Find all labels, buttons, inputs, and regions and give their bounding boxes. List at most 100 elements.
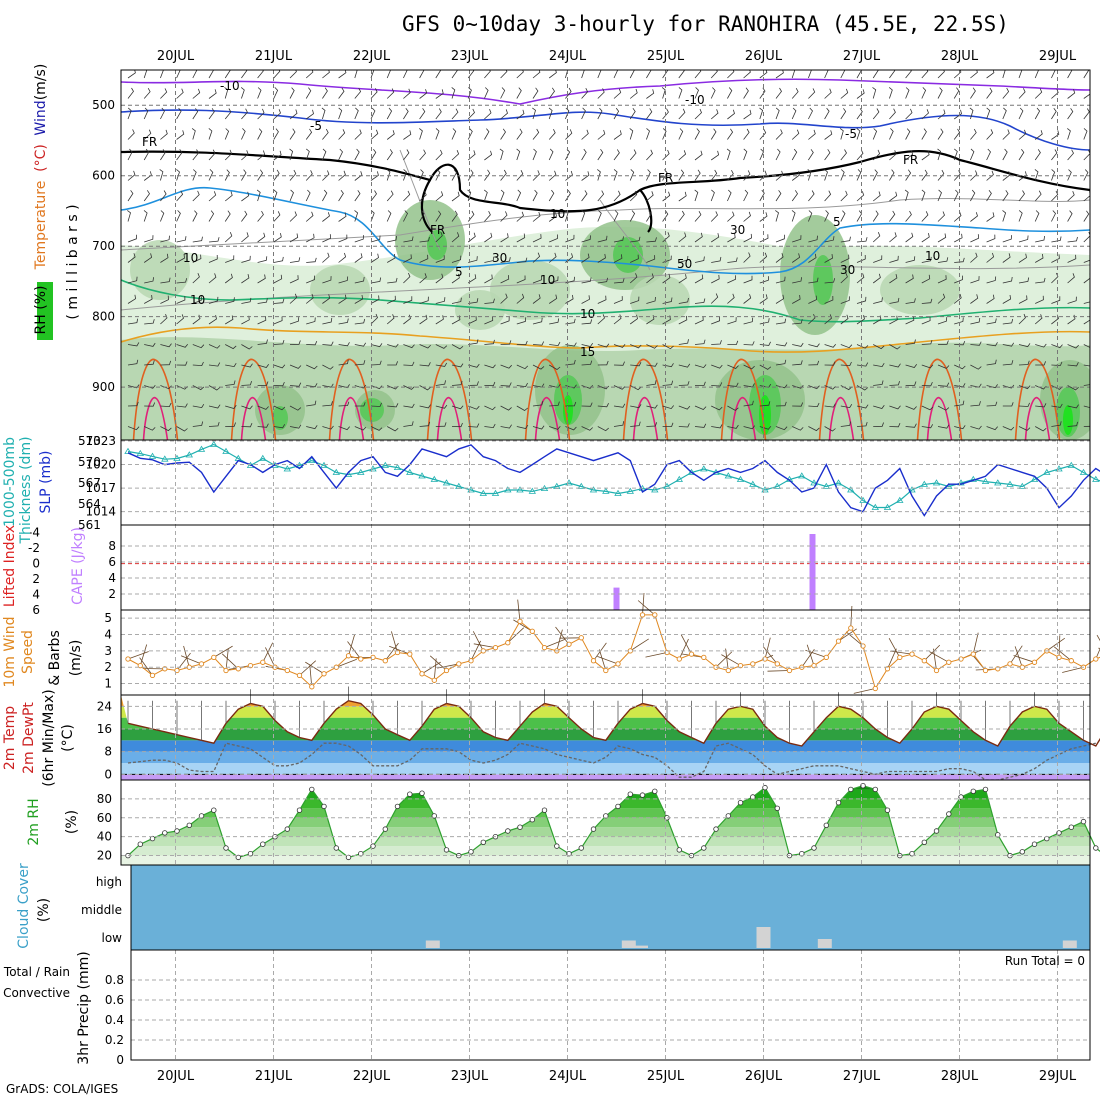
wind-barb: [727, 405, 739, 411]
wind-barb: [710, 70, 718, 79]
wind-barb: [1002, 402, 1014, 407]
wind-barb: [322, 341, 334, 346]
rh-point: [701, 845, 707, 851]
wind-barb: [419, 191, 427, 202]
panel-frame-precip: [130, 949, 1091, 1061]
wind-barb: [370, 360, 382, 366]
wind-barb: [581, 277, 592, 284]
rh-point: [933, 828, 940, 834]
thickness-point: [700, 465, 708, 472]
thickness-point: [651, 486, 659, 493]
wind-barb: [743, 148, 748, 161]
cape-bar: [613, 587, 620, 610]
wind-barb: [986, 107, 991, 120]
rh-point: [1080, 818, 1087, 825]
wind-barb: [1018, 70, 1023, 79]
thickness-point: [883, 503, 892, 510]
wind-barb: [549, 401, 560, 407]
wind-barb: [403, 130, 412, 140]
wind-barb: [1018, 88, 1026, 99]
wind-barb: [338, 401, 350, 407]
wind-barb: [597, 107, 603, 120]
wind10m-barb: [715, 651, 733, 668]
wind-barb: [305, 70, 314, 79]
wind-barb: [597, 235, 608, 243]
date-label-bottom: 23JUL: [451, 1069, 489, 1084]
wind-barb: [1018, 313, 1026, 325]
wind-ytick: 1: [104, 677, 112, 691]
date-label-top: 22JUL: [353, 49, 391, 64]
wind-barb: [403, 149, 410, 161]
rh-point: [578, 845, 584, 851]
wind-barb: [889, 363, 901, 368]
wind-barb: [565, 276, 575, 284]
wind-barb: [516, 257, 528, 263]
wind-barb: [1002, 360, 1014, 366]
wind-barb: [127, 210, 131, 222]
wind-barb: [986, 148, 991, 161]
thickness-point: [418, 472, 426, 479]
wind10m-point: [933, 667, 940, 674]
wind10m-barb: [929, 651, 949, 663]
wind-barb: [970, 425, 982, 430]
wind-barb: [306, 257, 317, 263]
wind-barb: [905, 210, 912, 222]
thickness-unit-label: Thickness (dm): [18, 436, 34, 544]
li-ytick: 6: [32, 603, 40, 617]
isotherm: [420, 179, 653, 233]
wind-barb: [370, 235, 381, 243]
wind-barb: [548, 294, 558, 304]
thickness-point: [675, 475, 684, 482]
wind-barb: [889, 191, 898, 202]
thickness-point: [491, 489, 500, 496]
wind-barb: [646, 422, 658, 427]
cape-axis-label: CAPE (J/kg): [70, 527, 86, 605]
wind-ytick: 5: [104, 611, 112, 625]
wind-barb: [872, 87, 877, 99]
isotherm-25: [1024, 396, 1051, 440]
wind10m-barb: [645, 652, 668, 658]
wind-barb: [1034, 107, 1041, 120]
wind-barb: [500, 109, 508, 120]
wind-barb: [775, 276, 786, 284]
thickness-point: [969, 475, 978, 482]
rh-point: [774, 805, 780, 811]
wind-barb: [921, 256, 932, 263]
wind-barb: [1083, 210, 1090, 222]
wind-barb: [273, 169, 280, 181]
isotherm: [121, 279, 1090, 323]
wind-barb: [500, 293, 508, 304]
wind10m-barb: [642, 592, 645, 615]
thickness-point: [920, 480, 929, 487]
wind-barb: [792, 319, 803, 325]
wind-barb: [1067, 385, 1079, 391]
wind10m-point: [688, 651, 695, 657]
rh-point: [162, 830, 168, 836]
rh-core: [427, 230, 447, 260]
thickness-point: [148, 452, 157, 459]
wind-barb: [484, 128, 490, 140]
wind-barb: [1035, 277, 1046, 284]
wind-barb: [986, 189, 992, 202]
wind-barb: [953, 109, 962, 120]
wind-barb: [824, 314, 832, 325]
contour-label: 30: [492, 251, 507, 265]
wind-barb: [548, 148, 554, 161]
wind-barb: [808, 314, 816, 325]
wind-barb: [451, 380, 463, 386]
wind-barb: [954, 275, 963, 284]
wind-barb: [775, 148, 781, 161]
wind-barb: [435, 210, 442, 222]
wind-barb: [856, 169, 862, 181]
wind-barb: [597, 210, 602, 222]
wind-ytick: 2: [104, 660, 112, 674]
wind-barb: [953, 128, 961, 140]
wind-barb: [1035, 343, 1047, 348]
run-total-label: Run Total = 0: [1005, 954, 1085, 968]
wind-barb: [921, 189, 926, 202]
wind-barb: [613, 254, 623, 263]
wind-barb: [905, 87, 910, 99]
wind-barb: [160, 235, 170, 243]
wind-barb: [305, 211, 314, 222]
wind-barb: [289, 211, 297, 222]
